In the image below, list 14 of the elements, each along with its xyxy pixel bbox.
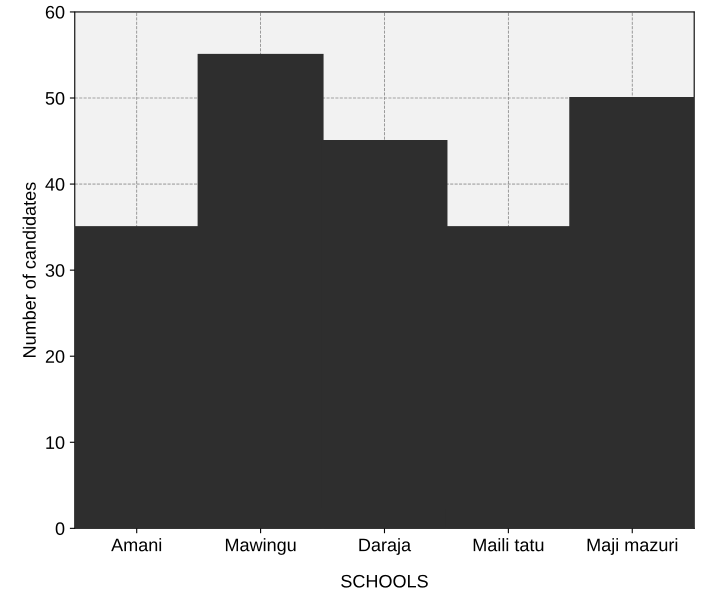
- y-tick-label: 30: [46, 264, 64, 277]
- x-tick-label: Daraja: [359, 538, 412, 555]
- y-tick-label: 0: [56, 522, 64, 536]
- x-tick-label: Mawingu: [226, 538, 296, 555]
- x-tick-label: Maili tatu: [474, 538, 544, 552]
- x-axis-title: SCHOOLS: [341, 574, 428, 588]
- y-tick-label: 50: [46, 92, 64, 105]
- y-axis-title: Number of candidates: [22, 182, 36, 357]
- y-tick-label: 60: [46, 6, 64, 19]
- x-tick-label: Amani: [111, 538, 162, 552]
- y-tick-label: 20: [46, 350, 64, 363]
- y-tick-label: 10: [46, 436, 64, 449]
- x-tick-label: Maji mazuri: [588, 538, 678, 555]
- y-tick-label: 40: [45, 178, 64, 191]
